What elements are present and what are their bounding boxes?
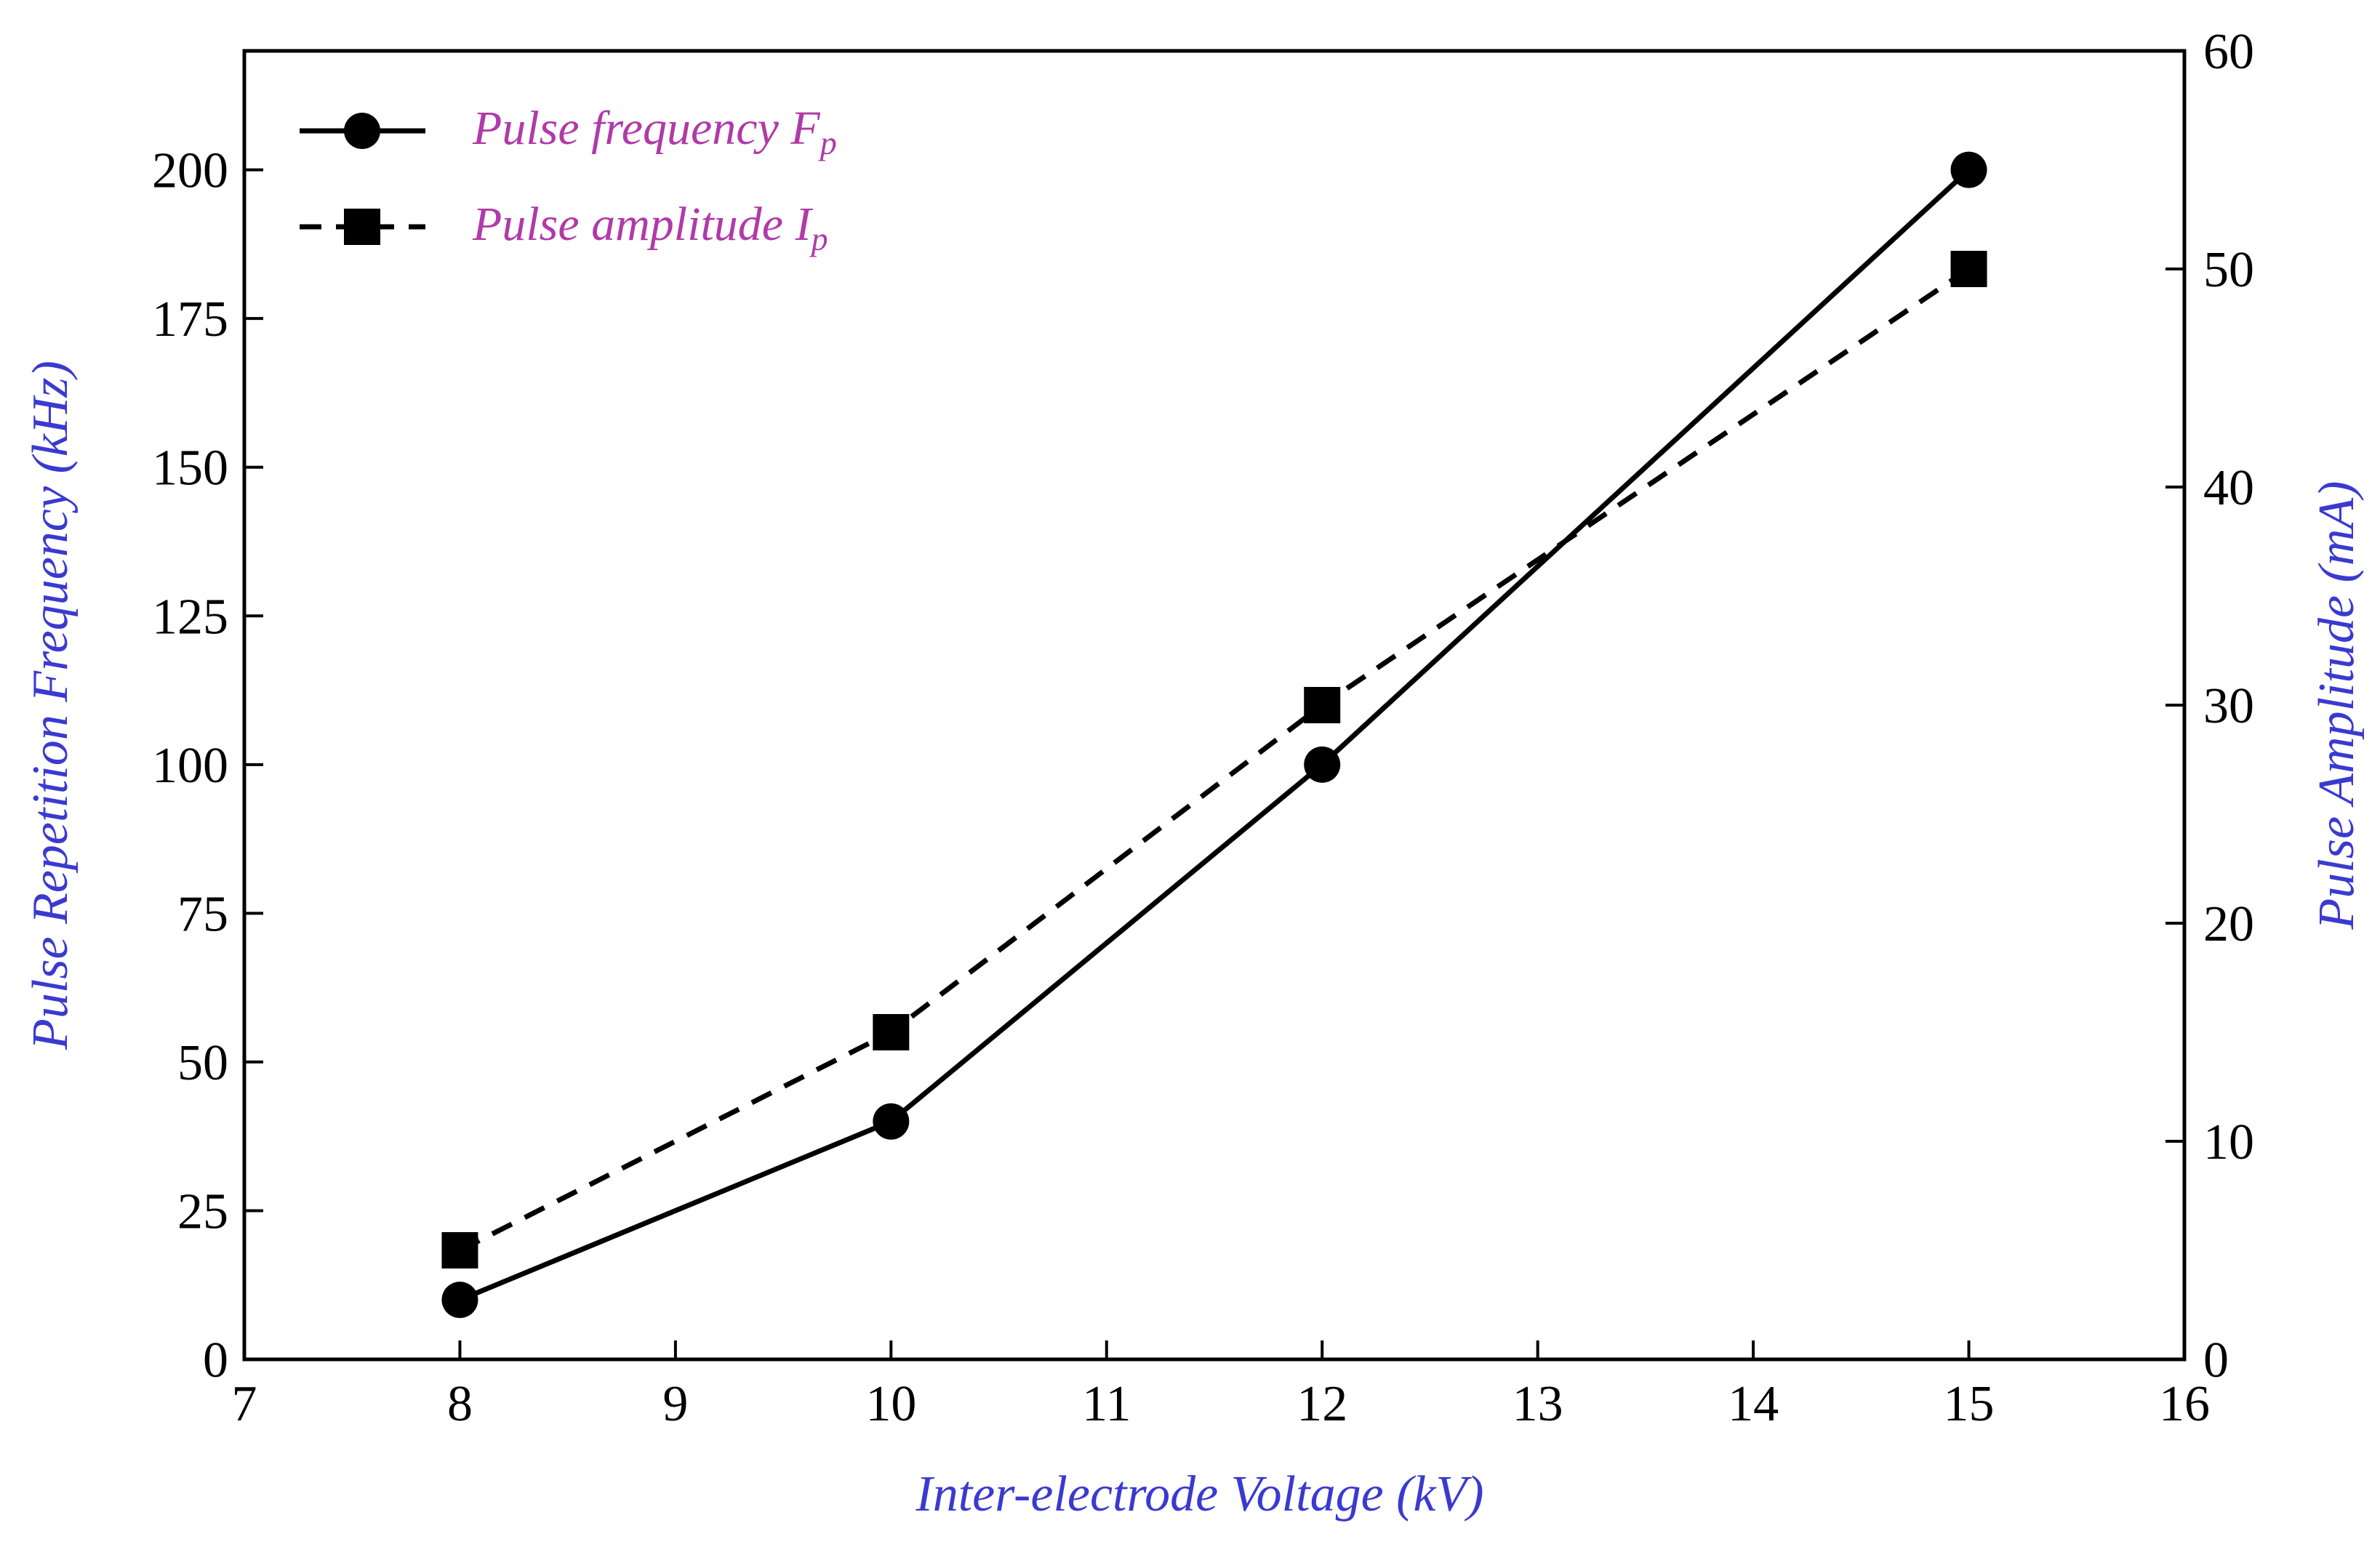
- left-tick-label: 0: [203, 1332, 228, 1388]
- x-axis-title: Inter-electrode Voltage (kV): [915, 1466, 1483, 1522]
- data-point: [1304, 687, 1341, 723]
- left-axis-title: Pulse Repetition Frequency (kHz): [23, 361, 79, 1050]
- series-layer: [441, 151, 1987, 1319]
- right-tick-label: 0: [2203, 1332, 2229, 1388]
- series-line: [458, 267, 1971, 1253]
- data-point: [1950, 151, 1987, 188]
- x-tick-label: 9: [662, 1376, 688, 1432]
- x-tick-label: 15: [1944, 1376, 1995, 1432]
- right-tick-label: 60: [2203, 24, 2254, 80]
- x-tick-label: 10: [865, 1376, 916, 1432]
- legend-item: Pulse frequency Fp: [300, 102, 837, 161]
- x-tick-label: 14: [1728, 1376, 1779, 1432]
- left-tick-label: 100: [152, 738, 228, 794]
- x-tick-label: 16: [2159, 1376, 2210, 1432]
- x-tick-label: 12: [1297, 1376, 1347, 1432]
- data-point: [1950, 251, 1987, 287]
- legend-marker: [344, 113, 380, 149]
- left-tick-label: 125: [152, 589, 228, 645]
- right-tick-label: 30: [2203, 678, 2254, 734]
- x-axis-ticks: 7 8 9 10 11 12 13 14 15 16: [232, 1340, 2210, 1432]
- series-2: [441, 251, 1987, 1268]
- right-tick-label: 10: [2203, 1114, 2254, 1170]
- data-point: [441, 1282, 478, 1319]
- right-tick-label: 50: [2203, 242, 2254, 298]
- data-point: [873, 1103, 910, 1140]
- data-point: [1304, 746, 1341, 783]
- legend-marker: [344, 209, 380, 245]
- right-tick-label: 40: [2203, 460, 2254, 516]
- legend-label: Pulse frequency Fp: [472, 102, 837, 161]
- left-tick-label: 50: [177, 1035, 228, 1091]
- x-tick-label: 8: [447, 1376, 473, 1432]
- legend-label: Pulse amplitude Ip: [472, 198, 828, 257]
- legend-item: Pulse amplitude Ip: [300, 198, 828, 257]
- series-1: [441, 151, 1987, 1319]
- x-tick-label: 7: [232, 1376, 257, 1432]
- right-tick-label: 20: [2203, 896, 2254, 952]
- x-tick-label: 11: [1082, 1376, 1131, 1432]
- data-point: [441, 1232, 478, 1268]
- right-axis-title: Pulse Amplitude (mA): [2309, 481, 2365, 930]
- left-tick-label: 200: [152, 143, 228, 199]
- legend: Pulse frequency Fp Pulse amplitude Ip: [300, 102, 837, 257]
- x-tick-label: 13: [1512, 1376, 1563, 1432]
- left-tick-label: 175: [152, 291, 228, 347]
- right-axis-ticks: 0 10 20 30 40 50 60: [2165, 24, 2254, 1388]
- left-axis-ticks: 0 25 50 75 100 125 150 175 200: [152, 143, 263, 1388]
- left-tick-label: 150: [152, 441, 228, 496]
- left-tick-label: 75: [177, 886, 228, 942]
- data-point: [873, 1014, 910, 1050]
- left-tick-label: 25: [177, 1183, 228, 1239]
- series-line: [459, 168, 1971, 1303]
